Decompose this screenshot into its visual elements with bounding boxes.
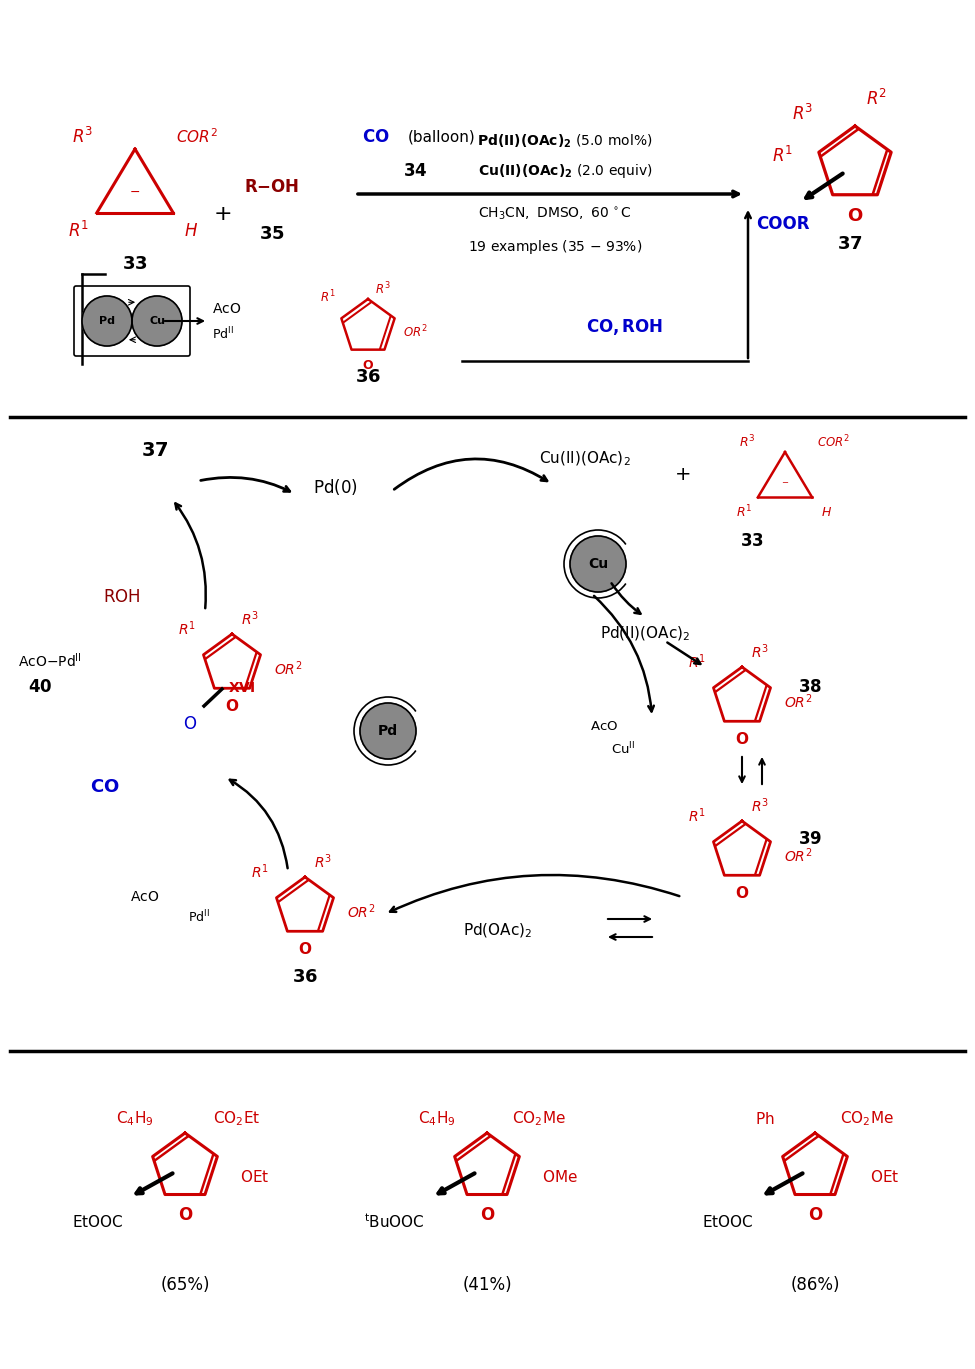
Text: $R^3$: $R^3$	[241, 609, 259, 628]
Text: $R^1$: $R^1$	[178, 620, 196, 638]
Text: (65%): (65%)	[160, 1276, 210, 1294]
Text: $R^1$: $R^1$	[68, 220, 90, 241]
Text: $\mathbf{CO}$: $\mathbf{CO}$	[362, 127, 390, 146]
Text: O: O	[363, 360, 373, 372]
Text: $R^2$: $R^2$	[867, 89, 887, 110]
Text: $OR^2$: $OR^2$	[784, 693, 813, 712]
Text: $R^3$: $R^3$	[314, 853, 332, 871]
Text: $\mathbf{39}$: $\mathbf{39}$	[798, 830, 822, 847]
Circle shape	[360, 704, 416, 758]
Text: $OR^2$: $OR^2$	[347, 902, 375, 921]
Text: $R^3$: $R^3$	[739, 434, 756, 450]
Text: $\mathrm{O}$: $\mathrm{O}$	[183, 715, 197, 732]
Text: $\mathbf{37}$: $\mathbf{37}$	[838, 235, 863, 253]
Text: $\mathrm{AcO}$: $\mathrm{AcO}$	[212, 303, 241, 316]
Text: $R^1$: $R^1$	[736, 504, 752, 520]
Text: $\mathrm{Cu(II)(OAc)_2}$: $\mathrm{Cu(II)(OAc)_2}$	[539, 450, 631, 468]
Text: O: O	[225, 700, 239, 715]
Text: O: O	[177, 1206, 192, 1224]
Text: $\mathrm{C_4H_9}$: $\mathrm{C_4H_9}$	[116, 1110, 154, 1128]
Circle shape	[82, 296, 132, 346]
Text: O: O	[808, 1206, 822, 1224]
Text: $\mathrm{AcO}$: $\mathrm{AcO}$	[590, 720, 618, 734]
Text: O: O	[480, 1206, 494, 1224]
Text: O: O	[735, 732, 749, 747]
Text: $\mathrm{Pd^{II}}$: $\mathrm{Pd^{II}}$	[188, 909, 210, 925]
Text: $\mathrm{OEt}$: $\mathrm{OEt}$	[870, 1169, 899, 1186]
Text: $\mathbf{33}$: $\mathbf{33}$	[122, 255, 148, 272]
Text: $H$: $H$	[821, 507, 832, 519]
Text: $\mathrm{Pd(OAc)_2}$: $\mathrm{Pd(OAc)_2}$	[463, 921, 532, 941]
Text: $+$: $+$	[213, 204, 231, 225]
Text: $\mathbf{R{-}OH}$: $\mathbf{R{-}OH}$	[245, 178, 299, 196]
Text: $\mathrm{OMe}$: $\mathrm{OMe}$	[542, 1169, 578, 1186]
Text: Pd: Pd	[99, 316, 115, 326]
Circle shape	[570, 537, 626, 591]
Text: (86%): (86%)	[791, 1276, 839, 1294]
Text: Cu: Cu	[588, 557, 608, 571]
Text: $\mathrm{Cu^{II}}$: $\mathrm{Cu^{II}}$	[610, 741, 635, 757]
Text: $\mathrm{ROH}$: $\mathrm{ROH}$	[103, 589, 140, 606]
Text: $OR^2$: $OR^2$	[274, 660, 302, 678]
Text: $\mathbf{38}$: $\mathbf{38}$	[798, 678, 822, 695]
Text: (balloon): (balloon)	[408, 130, 476, 145]
Text: $\mathbf{36}$: $\mathbf{36}$	[355, 368, 381, 386]
Text: $\mathbf{40}$: $\mathbf{40}$	[28, 678, 53, 695]
Text: $R^3$: $R^3$	[375, 281, 391, 297]
Text: $\mathbf{Pd(II)(OAc)_2}$ (5.0 mol%): $\mathbf{Pd(II)(OAc)_2}$ (5.0 mol%)	[478, 133, 652, 149]
Text: $\mathrm{^{t}BuOOC}$: $\mathrm{^{t}BuOOC}$	[365, 1213, 425, 1231]
Text: $R^1$: $R^1$	[320, 289, 335, 305]
Text: $\mathbf{33}$: $\mathbf{33}$	[740, 533, 763, 550]
Text: Pd: Pd	[378, 724, 398, 738]
Text: $R^3$: $R^3$	[793, 104, 813, 125]
Text: $\mathrm{EtOOC}$: $\mathrm{EtOOC}$	[71, 1214, 123, 1229]
Text: O: O	[847, 207, 863, 225]
Text: $OR^2$: $OR^2$	[403, 323, 428, 341]
Text: $COR^2$: $COR^2$	[816, 434, 849, 450]
Text: $R^1$: $R^1$	[688, 806, 706, 826]
Text: $\mathrm{AcO}$: $\mathrm{AcO}$	[130, 890, 159, 904]
Text: $\mathrm{CH_3CN,\ DMSO,\ 60\,{^\circ}C}$: $\mathrm{CH_3CN,\ DMSO,\ 60\,{^\circ}C}$	[478, 205, 632, 222]
Text: $\mathbf{35}$: $\mathbf{35}$	[259, 225, 285, 244]
Text: O: O	[735, 887, 749, 902]
Text: $\mathbf{37}$: $\mathbf{37}$	[141, 441, 169, 460]
Text: $\mathrm{C_4H_9}$: $\mathrm{C_4H_9}$	[418, 1110, 456, 1128]
Text: $OR^2$: $OR^2$	[784, 846, 813, 865]
Text: $R^3$: $R^3$	[751, 642, 769, 661]
Text: $R^1$: $R^1$	[772, 146, 794, 166]
Text: $H$: $H$	[184, 222, 198, 240]
Text: $\mathrm{AcO{-}Pd^{II}}$: $\mathrm{AcO{-}Pd^{II}}$	[18, 652, 82, 671]
Text: COOR: COOR	[757, 215, 810, 233]
Text: $COR^2$: $COR^2$	[176, 127, 218, 146]
Text: $\mathbf{CO}$: $\mathbf{CO}$	[91, 778, 120, 795]
Text: $\mathrm{Pd(0)}$: $\mathrm{Pd(0)}$	[313, 476, 358, 497]
Text: O: O	[298, 942, 311, 957]
Text: $\mathrm{EtOOC}$: $\mathrm{EtOOC}$	[702, 1214, 753, 1229]
Text: $\mathbf{CO,ROH}$: $\mathbf{CO,ROH}$	[586, 318, 664, 337]
Text: Cu: Cu	[149, 316, 165, 326]
Text: $\mathrm{CO_2Et}$: $\mathrm{CO_2Et}$	[214, 1110, 260, 1128]
Text: (41%): (41%)	[462, 1276, 512, 1294]
Text: $-$: $-$	[130, 185, 140, 197]
Text: $R^3$: $R^3$	[751, 797, 769, 816]
Text: $\mathrm{CO_2Me}$: $\mathrm{CO_2Me}$	[840, 1110, 894, 1128]
Text: $R^3$: $R^3$	[72, 127, 94, 146]
Text: $\mathrm{CO_2Me}$: $\mathrm{CO_2Me}$	[512, 1110, 565, 1128]
Text: $\mathbf{34}$: $\mathbf{34}$	[403, 162, 427, 179]
Text: $\mathrm{OEt}$: $\mathrm{OEt}$	[240, 1169, 269, 1186]
Text: $\mathbf{Cu(II)(OAc)_2}$ (2.0 equiv): $\mathbf{Cu(II)(OAc)_2}$ (2.0 equiv)	[478, 162, 652, 179]
Text: $R^1$: $R^1$	[252, 862, 269, 882]
Text: $-$: $-$	[781, 476, 789, 486]
Text: $R^1$: $R^1$	[688, 653, 706, 671]
Text: $\mathbf{36}$: $\mathbf{36}$	[292, 968, 318, 986]
Text: $\mathbf{XVI}$: $\mathbf{XVI}$	[228, 680, 255, 695]
Text: 19 examples (35 $-$ 93%): 19 examples (35 $-$ 93%)	[468, 238, 643, 256]
Text: $+$: $+$	[674, 464, 690, 483]
Text: $\mathrm{Ph}$: $\mathrm{Ph}$	[756, 1112, 775, 1127]
Circle shape	[132, 296, 182, 346]
Text: $\mathrm{Pd^{II}}$: $\mathrm{Pd^{II}}$	[212, 326, 234, 342]
Text: $\mathrm{Pd(II)(OAc)_2}$: $\mathrm{Pd(II)(OAc)_2}$	[600, 624, 690, 643]
